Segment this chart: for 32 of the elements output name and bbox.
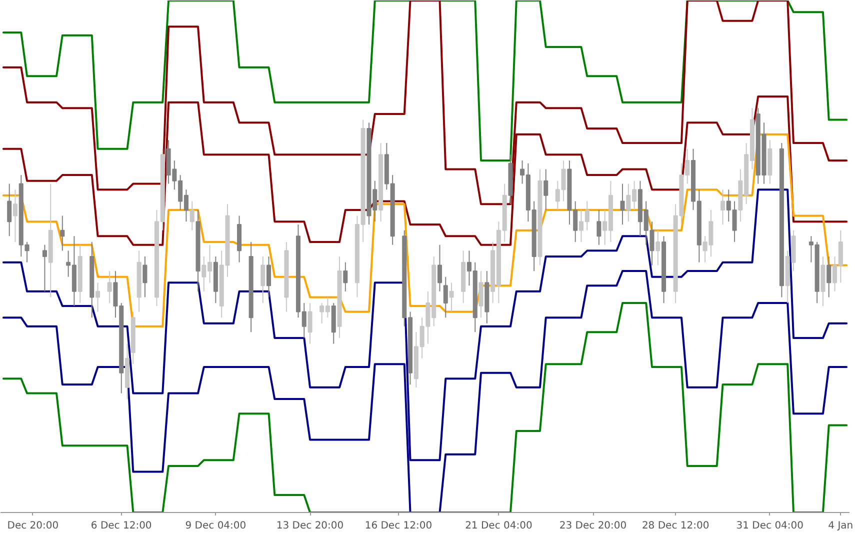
candlestick — [720, 189, 726, 225]
candlestick — [96, 282, 100, 312]
candlestick — [443, 276, 448, 318]
candlestick — [12, 189, 18, 242]
x-tick-label: 31 Dec 04:00 — [736, 520, 804, 532]
candlestick — [596, 209, 602, 246]
candlestick — [478, 270, 484, 318]
candlestick — [107, 270, 112, 304]
candlestick — [656, 230, 660, 266]
candlestick — [42, 244, 47, 292]
candlestick — [190, 200, 194, 231]
x-tick-label: 21 Dec 04:00 — [465, 520, 532, 532]
candlestick — [142, 256, 148, 298]
x-tick-label: 28 Dec 12:00 — [642, 520, 710, 532]
candlestick — [449, 282, 454, 312]
x-tick-label: 13 Dec 20:00 — [276, 520, 344, 532]
candlestick — [7, 183, 12, 237]
candlestick — [260, 256, 266, 304]
candlestick — [826, 256, 832, 298]
candlestick — [620, 183, 625, 225]
candlestick — [308, 302, 312, 344]
x-tick-label: 9 Dec 04:00 — [185, 520, 246, 532]
x-tick-label: 16 Dec 12:00 — [364, 520, 432, 532]
candlestick — [544, 168, 548, 210]
candlestick — [60, 215, 65, 252]
x-tick-label: 23 Dec 20:00 — [559, 520, 627, 532]
candlestick — [343, 262, 348, 292]
x-tick-label: 6 Dec 12:00 — [90, 520, 152, 532]
candlestick — [266, 256, 272, 298]
x-tick-label: Dec 20:00 — [7, 520, 59, 532]
candlestick — [437, 244, 442, 292]
x-tick-label: 4 Jan — [828, 520, 854, 532]
